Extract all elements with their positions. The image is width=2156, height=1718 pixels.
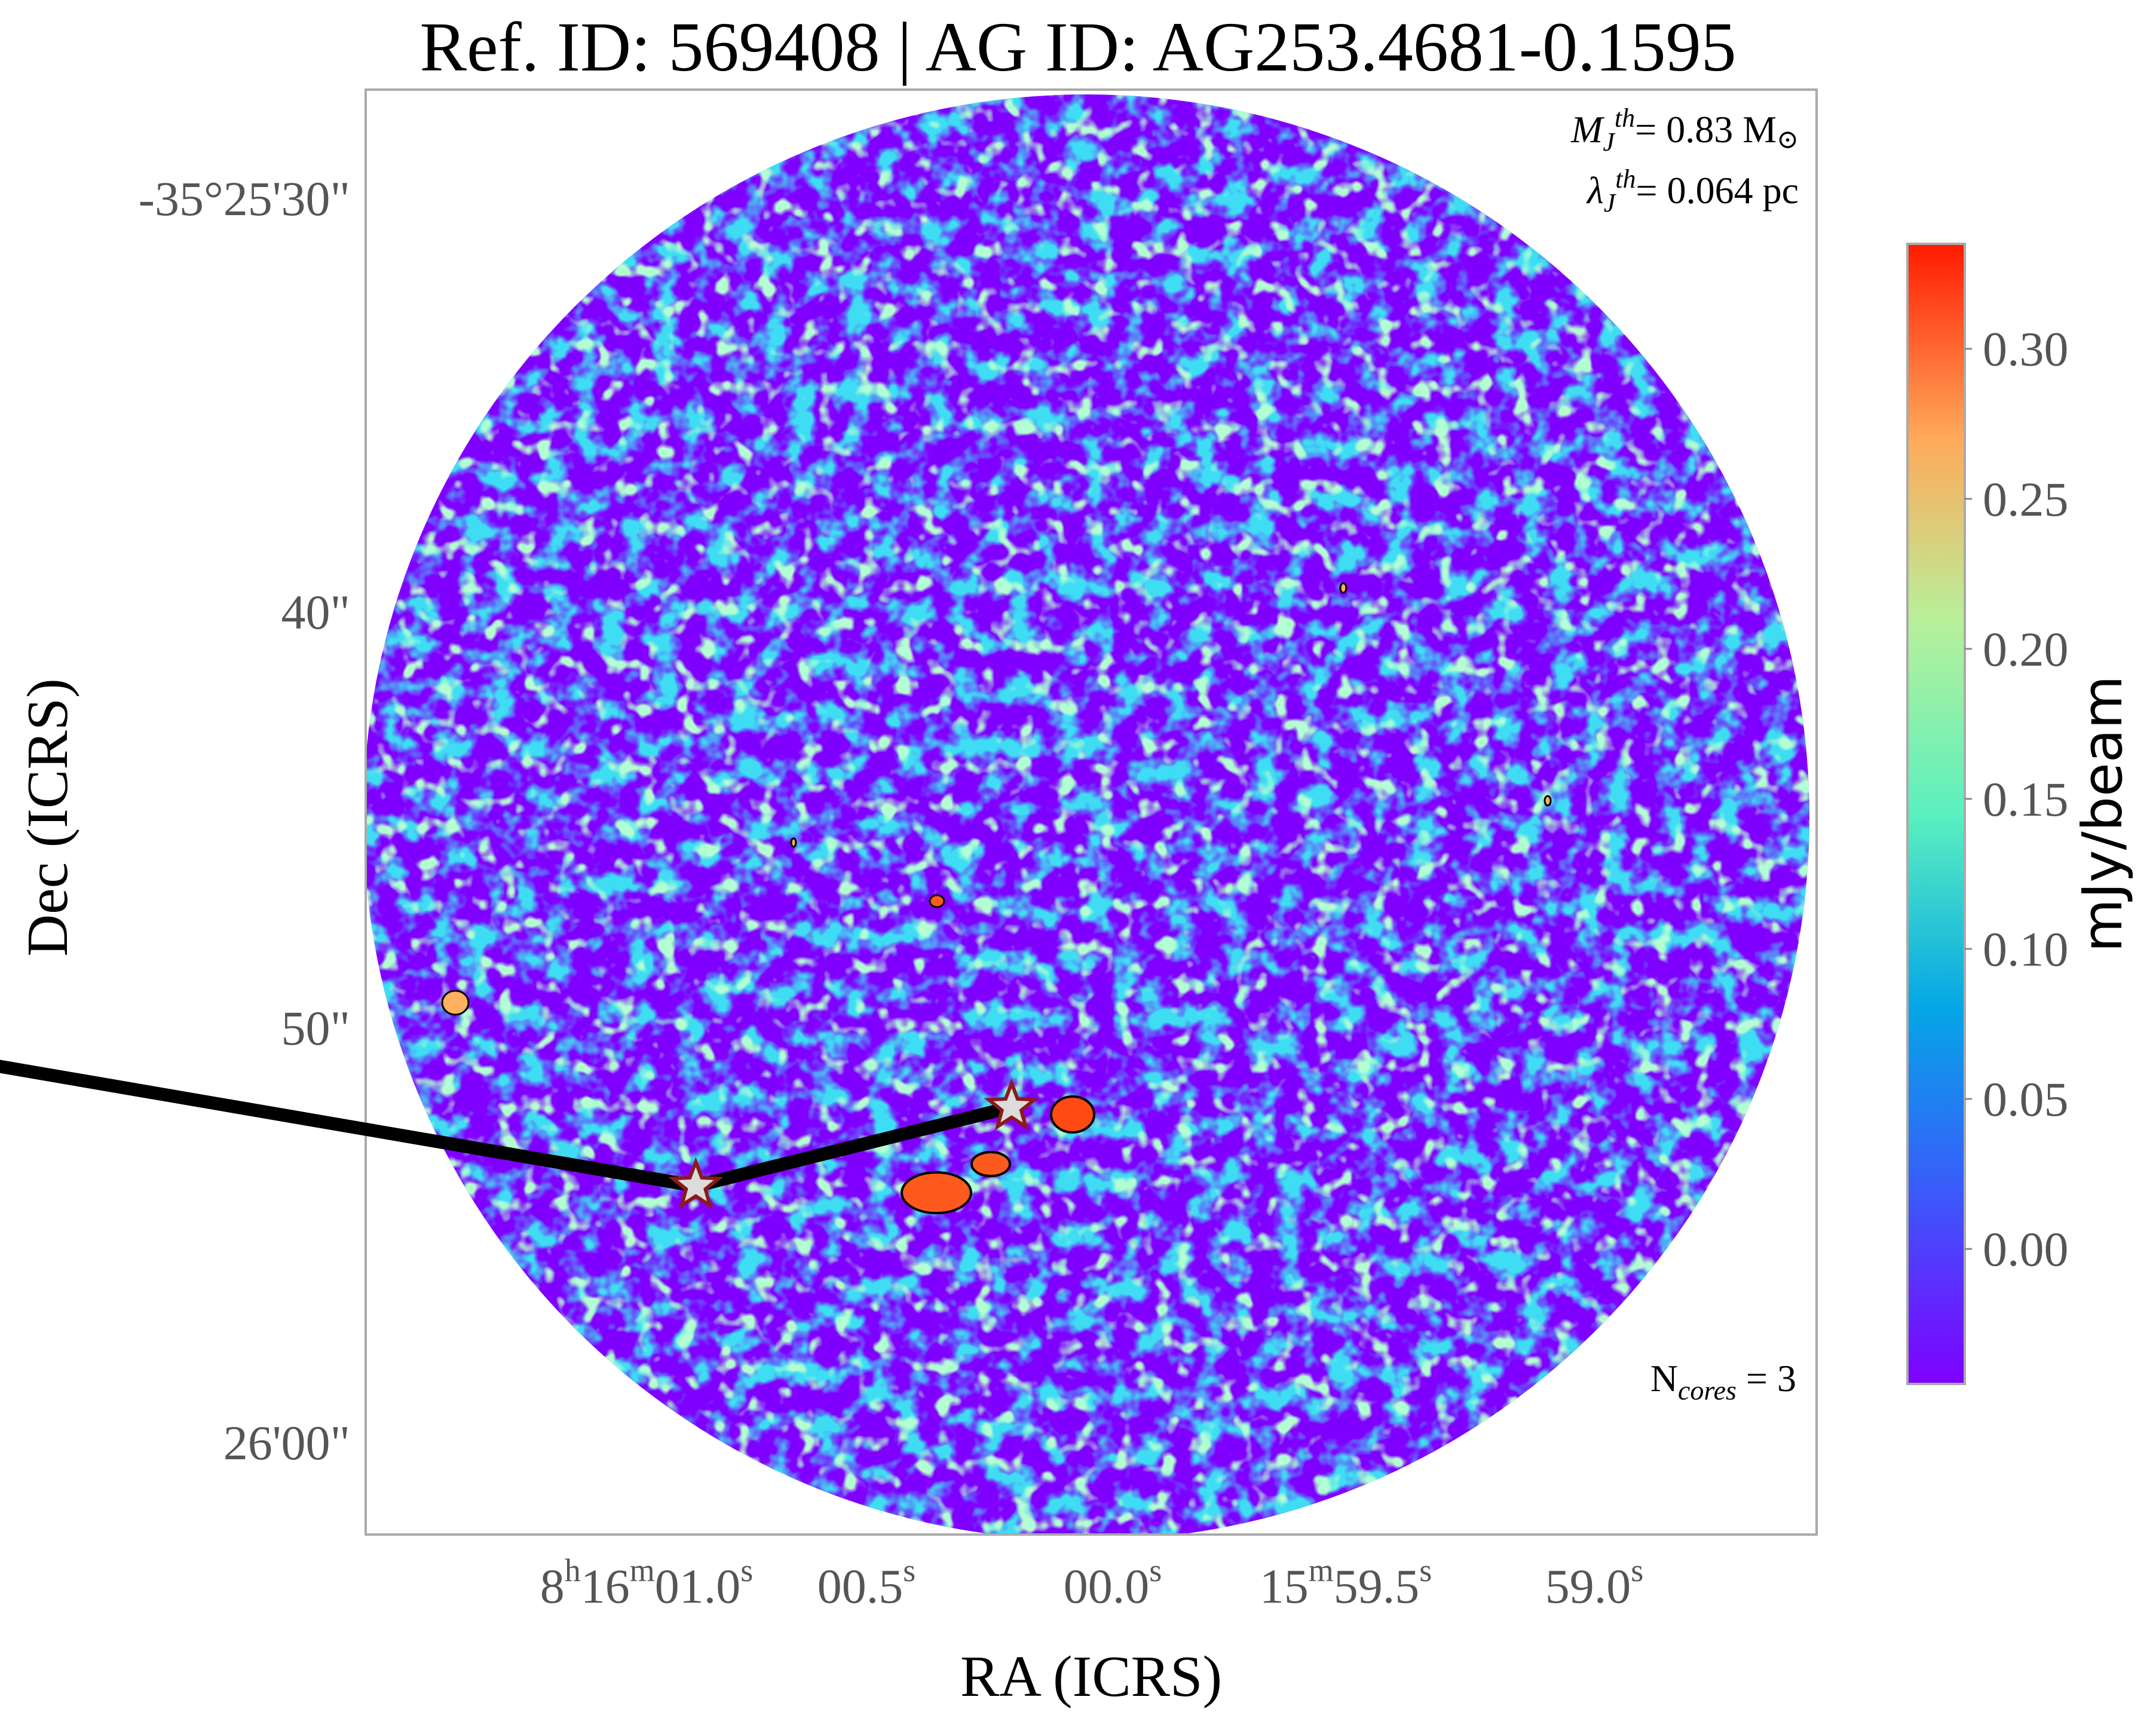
svg-text:Ncores = 3: Ncores = 3	[1650, 1357, 1796, 1405]
colorbar-label: mJy/beam	[2071, 675, 2134, 952]
colorbar-tick-label: 0.10	[1983, 922, 2069, 976]
ncores-value: = 3	[1737, 1357, 1796, 1399]
svg-text:MJth= 0.83 M⊙: MJth= 0.83 M⊙	[1570, 103, 1799, 157]
mass-value: = 0.83 M	[1635, 108, 1777, 151]
length-label: λ	[1586, 169, 1604, 212]
core-markers	[668, 1078, 1039, 1209]
y-tick-label: 50"	[281, 1001, 350, 1055]
mst-edges	[0, 1059, 1018, 1193]
jeans-annotations: MJth= 0.83 M⊙ λJth= 0.064 pc Ncores = 3	[1570, 103, 1799, 1405]
map-frame	[365, 88, 1818, 1536]
colorbar-tick-label: 0.15	[1983, 772, 2069, 826]
core-marker	[984, 1078, 1039, 1131]
ncores-label: N	[1650, 1357, 1678, 1399]
y-tick-label: 26'00"	[223, 1416, 350, 1470]
colorbar-tick-label: 0.00	[1983, 1222, 2069, 1276]
mst-edge	[689, 1100, 1018, 1193]
chart-title: Ref. ID: 569408 | AG ID: AG253.4681-0.15…	[419, 8, 1736, 86]
x-tick-label: 59.0s	[1545, 1552, 1644, 1613]
intensity-map	[366, 94, 1809, 1535]
colorbar: 0.00 0.05 0.10 0.15 0.20 0.25 0.30 mJy/beam	[1906, 243, 2134, 1385]
x-tick-label: 15m59.5s	[1260, 1552, 1432, 1613]
mass-label: M	[1570, 108, 1605, 151]
x-tick-labels: 8h16m01.0s 00.5s 00.0s 15m59.5s 59.0s	[540, 1552, 1644, 1613]
colorbar-tick-label: 0.20	[1983, 622, 2069, 676]
svg-text:λJth= 0.064 pc: λJth= 0.064 pc	[1586, 164, 1799, 218]
map-panel	[365, 88, 1818, 1536]
emission-blobs	[441, 582, 1552, 1214]
length-value: = 0.064 pc	[1636, 169, 1799, 212]
x-tick-label: 00.0s	[1064, 1552, 1162, 1613]
colorbar-ticks: 0.00 0.05 0.10 0.15 0.20 0.25 0.30	[1965, 322, 2069, 1276]
x-tick-label: 8h16m01.0s	[540, 1552, 754, 1613]
x-tick-label: 00.5s	[817, 1552, 916, 1613]
y-tick-label: 40"	[281, 585, 350, 639]
y-axis-label: Dec (ICRS)	[16, 678, 80, 956]
colorbar-tick-label: 0.05	[1983, 1072, 2069, 1126]
colorbar-gradient	[1906, 243, 1966, 1385]
x-axis-label: RA (ICRS)	[960, 1644, 1222, 1709]
core-marker	[668, 1157, 724, 1209]
colorbar-tick-label: 0.30	[1983, 322, 2069, 376]
colorbar-tick-label: 0.25	[1983, 472, 2069, 526]
mst-edge	[0, 1059, 703, 1193]
y-tick-labels: -35°25'30" 40" 50" 26'00"	[139, 172, 350, 1470]
y-tick-label: -35°25'30"	[139, 172, 350, 226]
